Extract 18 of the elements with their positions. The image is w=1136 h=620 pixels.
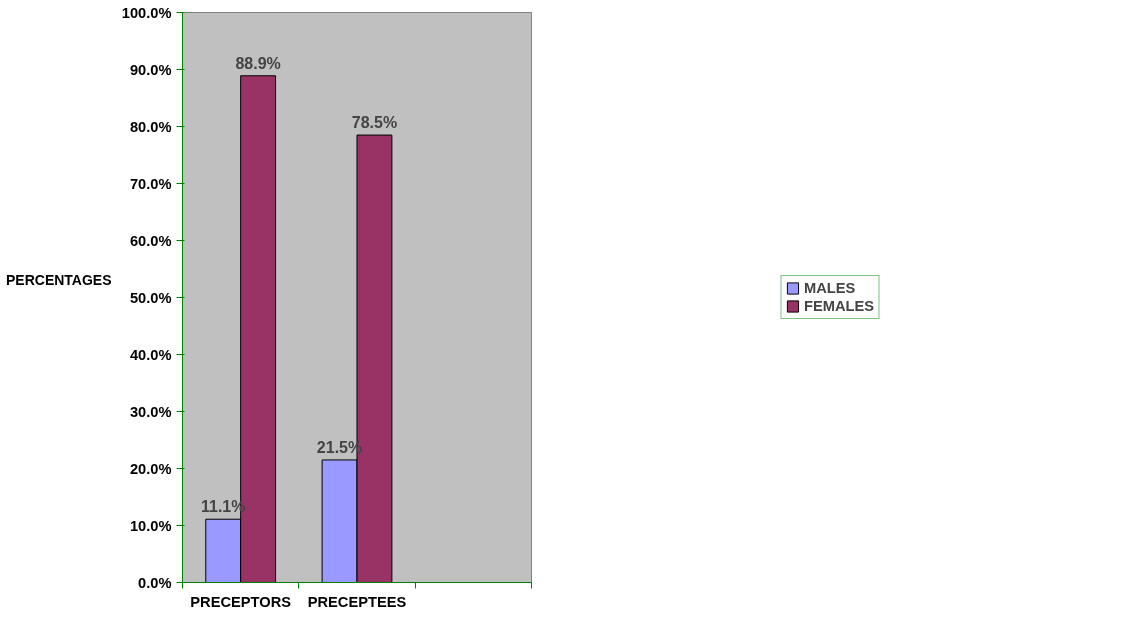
data-label: 88.9% (235, 54, 281, 72)
y-tick-label: 100.0% (121, 4, 172, 21)
y-tick-label: 50.0% (129, 289, 172, 306)
y-tick-label: 20.0% (129, 460, 172, 477)
y-tick-label: 70.0% (129, 175, 172, 192)
data-label: 78.5% (351, 114, 398, 132)
y-tick-label: 30.0% (129, 403, 172, 420)
x-tick-label: PRECEPTORS (190, 593, 292, 610)
y-tick-label: 10.0% (129, 517, 172, 534)
y-tick-label: 90.0% (129, 61, 172, 78)
y-tick-label: 0.0% (138, 574, 172, 591)
legend-label: MALES (803, 280, 856, 296)
y-tick-label: 60.0% (129, 232, 172, 249)
x-tick-label: PRECEPTEES (307, 593, 407, 610)
legend-label: FEMALES (803, 298, 875, 314)
y-tick-label: 80.0% (129, 118, 172, 135)
y-axis-title: PERCENTAGES (6, 271, 112, 290)
y-tick-label: 40.0% (129, 346, 172, 363)
